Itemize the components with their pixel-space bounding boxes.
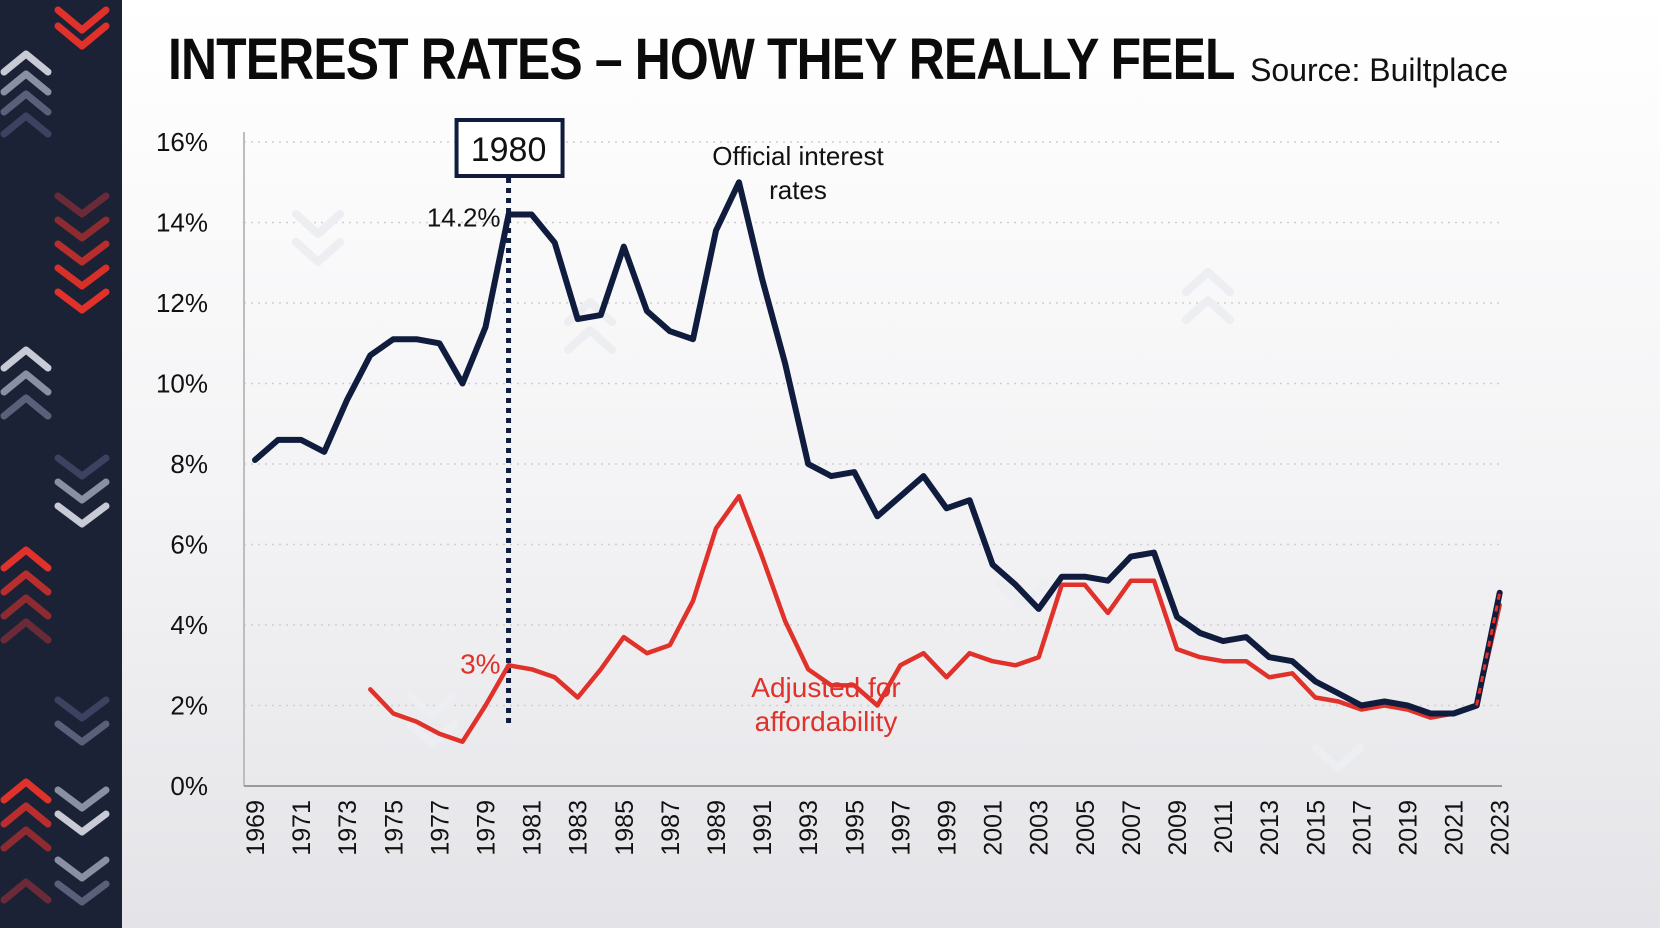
- line-chart: 0%2%4%6%8%10%12%14%16% 1969 1971 1973 1975 1…: [156, 118, 1515, 856]
- series-lines: [252, 179, 1503, 744]
- x-tick-label: 2019: [1395, 800, 1423, 856]
- x-tick-label: 2005: [1072, 800, 1100, 856]
- x-tick-label: 2011: [1210, 800, 1238, 854]
- x-tick-label: 1973: [334, 800, 362, 856]
- watermark-chevron: [996, 580, 1048, 608]
- watermark-chevron: [1312, 744, 1364, 772]
- x-tick-label: 1993: [795, 800, 823, 856]
- x-tick-label: 1983: [565, 800, 593, 856]
- y-tick-label: 12%: [156, 288, 208, 318]
- x-tick-label: 2015: [1302, 800, 1330, 856]
- decorative-sidebar: [0, 0, 122, 928]
- watermark-chevron: [564, 326, 616, 354]
- official-1980-label: 14.2%: [427, 202, 501, 232]
- y-tick-label: 4%: [170, 610, 208, 640]
- x-tick-label: 1979: [473, 800, 501, 856]
- y-tick-label: 0%: [170, 771, 208, 801]
- series-line-adjusted: [368, 493, 1502, 744]
- x-tick-label: 1981: [519, 800, 547, 856]
- highlight-year-label: 1980: [471, 131, 547, 169]
- x-tick-label: 1985: [611, 800, 639, 856]
- x-tick-label: 2003: [1026, 800, 1054, 856]
- source-label: Source: Builtplace: [1250, 52, 1508, 88]
- x-tick-label: 2021: [1441, 800, 1469, 856]
- watermark-chevron: [406, 692, 458, 720]
- adjusted-1980-label: 3%: [460, 648, 500, 679]
- x-tick-label: 1977: [426, 800, 454, 856]
- adjusted-series-label-line-2: affordability: [755, 706, 898, 737]
- x-tick-label: 2017: [1348, 800, 1376, 856]
- y-tick-label: 2%: [170, 691, 208, 721]
- x-tick-label: 1997: [887, 800, 915, 856]
- x-tick-label: 1971: [288, 800, 316, 856]
- watermark-chevron: [1182, 296, 1234, 324]
- x-tick-label: 2023: [1487, 800, 1515, 856]
- x-tick-label: 2007: [1118, 800, 1146, 856]
- chevron-pattern-icon: [0, 6, 110, 906]
- x-tick-label: 1989: [703, 800, 731, 856]
- x-tick-label: 1987: [657, 800, 685, 856]
- x-tick-label: 1995: [841, 800, 869, 856]
- x-tick-label: 2001: [980, 800, 1008, 856]
- x-tick-label: 2013: [1256, 800, 1284, 856]
- y-tick-label: 16%: [156, 127, 208, 157]
- x-axis-ticks: 1969 1971 1973 1975 1977 1979 1981 1983 1985 1987…: [242, 800, 1515, 856]
- official-series-label-line-1: Official interest: [712, 141, 884, 171]
- official-series-label-line-2: rates: [769, 175, 827, 205]
- y-tick-label: 6%: [170, 530, 208, 560]
- page-title: INTEREST RATES – HOW THEY REALLY FEEL: [168, 27, 1235, 92]
- highlight-year-box: [454, 118, 565, 178]
- x-tick-label: 1969: [242, 800, 270, 856]
- watermark-chevron: [1182, 268, 1234, 296]
- watermark-chevron: [292, 238, 344, 266]
- x-tick-label: 2009: [1164, 800, 1192, 856]
- annotations: 1980 14.2% 3% Official interest rates Ad…: [427, 118, 901, 737]
- series-line-official: [252, 179, 1503, 717]
- watermark-chevron: [406, 720, 458, 748]
- adjusted-series-label-line-1: Adjusted for: [751, 672, 900, 703]
- y-tick-label: 8%: [170, 449, 208, 479]
- y-tick-label: 10%: [156, 369, 208, 399]
- x-tick-label: 1999: [934, 800, 962, 856]
- x-tick-label: 1991: [749, 800, 777, 856]
- y-axis-ticks: 0% 2% 4% 6% 8% 10% 12% 14% 16%: [156, 127, 208, 801]
- x-tick-label: 1975: [380, 800, 408, 856]
- watermark-chevron: [292, 210, 344, 238]
- y-tick-label: 14%: [156, 208, 208, 238]
